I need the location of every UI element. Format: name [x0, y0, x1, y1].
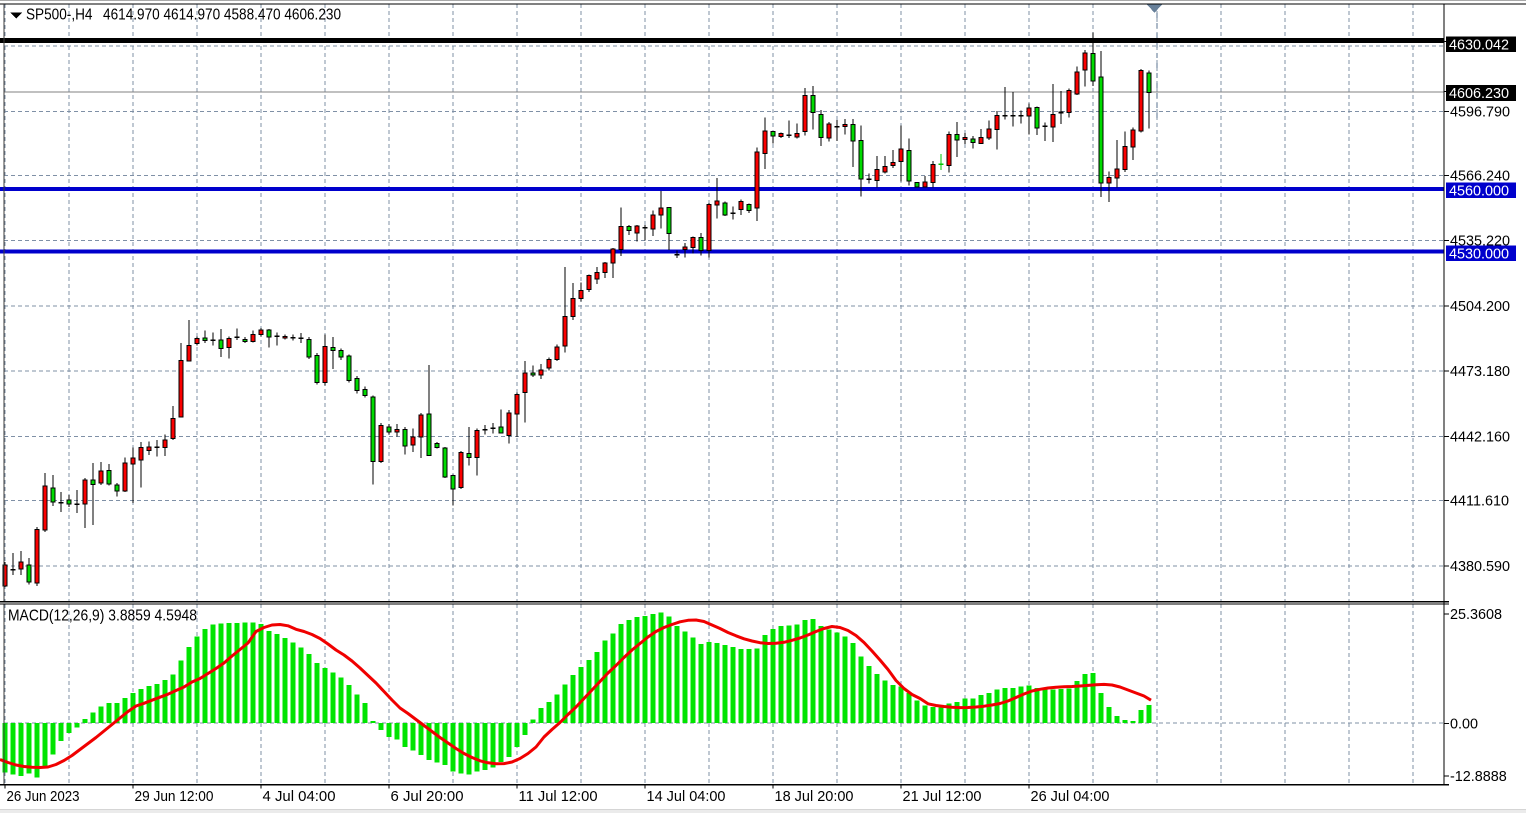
svg-text:4504.200: 4504.200	[1450, 299, 1510, 315]
svg-text:0.00: 0.00	[1450, 716, 1478, 732]
svg-text:4606.230: 4606.230	[1449, 86, 1509, 102]
svg-text:-12.8888: -12.8888	[1450, 769, 1507, 785]
svg-text:21 Jul 12:00: 21 Jul 12:00	[903, 788, 982, 805]
svg-text:6 Jul 20:00: 6 Jul 20:00	[391, 788, 464, 805]
svg-text:4473.180: 4473.180	[1450, 364, 1510, 380]
svg-text:18 Jul 20:00: 18 Jul 20:00	[775, 788, 854, 805]
svg-text:SP500-,H4 4614.970 4614.970 4: SP500-,H4 4614.970 4614.970 4588.470 460…	[26, 7, 341, 24]
svg-text:MACD(12,26,9) 3.8859 4.5948: MACD(12,26,9) 3.8859 4.5948	[8, 608, 197, 625]
svg-text:4596.790: 4596.790	[1450, 104, 1510, 120]
svg-text:4380.590: 4380.590	[1450, 559, 1510, 575]
svg-text:4530.000: 4530.000	[1449, 246, 1509, 262]
svg-text:4442.160: 4442.160	[1450, 429, 1510, 445]
svg-text:26 Jul 04:00: 26 Jul 04:00	[1031, 788, 1110, 805]
svg-text:29 Jun 12:00: 29 Jun 12:00	[135, 788, 214, 805]
svg-text:14 Jul 04:00: 14 Jul 04:00	[647, 788, 726, 805]
svg-text:25.3608: 25.3608	[1450, 607, 1502, 623]
svg-text:4630.042: 4630.042	[1449, 37, 1509, 53]
svg-text:4560.000: 4560.000	[1449, 183, 1509, 199]
svg-text:4411.610: 4411.610	[1450, 494, 1509, 510]
svg-text:4 Jul 04:00: 4 Jul 04:00	[263, 788, 336, 805]
svg-text:4566.240: 4566.240	[1450, 169, 1510, 185]
svg-text:11 Jul 12:00: 11 Jul 12:00	[519, 788, 598, 805]
svg-text:26 Jun 2023: 26 Jun 2023	[7, 788, 80, 805]
